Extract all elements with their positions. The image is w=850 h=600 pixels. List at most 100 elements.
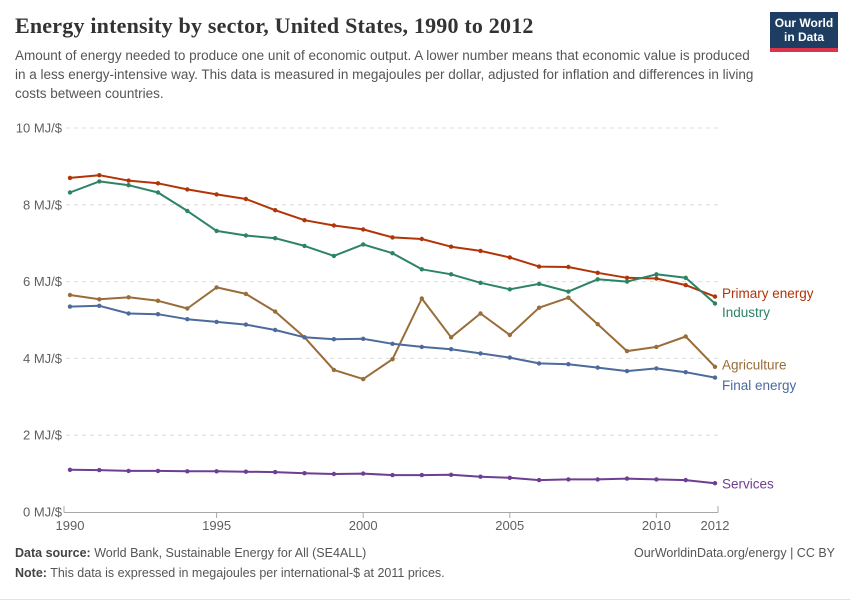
- data-point-final-energy: [126, 311, 131, 316]
- data-point-primary-energy: [566, 264, 571, 270]
- data-point-primary-energy: [214, 192, 219, 197]
- data-point-final-energy: [97, 303, 102, 308]
- data-point-industry: [478, 280, 483, 285]
- data-point-industry: [712, 301, 718, 306]
- data-point-services: [155, 468, 161, 474]
- owid-logo[interactable]: Our World in Data: [770, 12, 838, 52]
- data-point-industry: [331, 253, 337, 259]
- data-point-primary-energy: [302, 218, 307, 223]
- page-title: Energy intensity by sector, United State…: [15, 13, 534, 38]
- data-point-agriculture: [390, 357, 395, 362]
- data-point-agriculture: [67, 292, 73, 298]
- data-point-industry: [97, 179, 102, 184]
- data-point-final-energy: [302, 335, 307, 340]
- data-point-primary-energy: [331, 223, 337, 228]
- data-point-agriculture: [126, 295, 131, 300]
- data-point-primary-energy: [67, 175, 73, 181]
- data-point-services: [536, 477, 542, 483]
- data-point-services: [185, 469, 190, 474]
- data-point-final-energy: [478, 351, 483, 356]
- data-point-services: [478, 474, 483, 479]
- owid-url-link[interactable]: OurWorldinData.org/energy | CC BY: [633, 546, 835, 560]
- x-axis-tick-label: 1990: [56, 518, 85, 533]
- x-axis-tick-label: 2005: [495, 518, 524, 533]
- data-point-industry: [683, 275, 688, 280]
- data-point-industry: [419, 267, 424, 272]
- data-point-final-energy: [654, 366, 659, 371]
- chart-header: Energy intensity by sector, United State…: [0, 0, 850, 103]
- note-value: This data is expressed in megajoules per…: [46, 566, 445, 580]
- data-point-industry: [624, 279, 630, 284]
- data-point-industry: [185, 208, 190, 214]
- data-point-final-energy: [361, 336, 366, 341]
- series-final-energy: Final energy: [67, 303, 797, 393]
- data-point-industry: [273, 236, 278, 241]
- data-point-final-energy: [243, 322, 249, 327]
- data-point-agriculture: [243, 291, 249, 297]
- data-point-primary-energy: [185, 187, 190, 192]
- data-source-label: Data source:: [15, 546, 91, 560]
- data-point-services: [97, 467, 102, 473]
- data-point-agriculture: [361, 376, 366, 382]
- data-point-final-energy: [273, 327, 278, 333]
- data-point-industry: [214, 228, 219, 234]
- data-point-agriculture: [478, 311, 483, 316]
- series-label-final-energy[interactable]: Final energy: [722, 378, 797, 393]
- series-label-services[interactable]: Services: [722, 477, 774, 492]
- data-point-agriculture: [683, 334, 688, 339]
- data-point-services: [595, 477, 600, 482]
- data-point-industry: [126, 183, 131, 188]
- data-point-agriculture: [214, 285, 219, 290]
- data-point-agriculture: [97, 297, 102, 302]
- data-point-services: [712, 481, 718, 486]
- series-label-agriculture[interactable]: Agriculture: [722, 357, 787, 372]
- data-point-final-energy: [214, 319, 219, 325]
- data-point-services: [243, 469, 249, 474]
- data-point-agriculture: [419, 296, 424, 301]
- data-point-final-energy: [331, 337, 337, 342]
- data-point-industry: [155, 190, 161, 195]
- y-axis-tick-label: 10 MJ/$: [16, 121, 63, 136]
- data-point-primary-energy: [683, 282, 688, 288]
- data-point-final-energy: [595, 365, 600, 370]
- data-point-final-energy: [536, 361, 542, 366]
- data-point-final-energy: [712, 375, 718, 380]
- series-industry: Industry: [67, 179, 770, 320]
- series-agriculture: Agriculture: [67, 285, 787, 382]
- data-point-agriculture: [331, 367, 337, 373]
- data-point-primary-energy: [507, 255, 512, 260]
- data-point-primary-energy: [448, 244, 454, 249]
- data-point-primary-energy: [536, 264, 542, 269]
- series-line-industry[interactable]: [69, 180, 716, 305]
- owid-logo-line2: in Data: [783, 30, 824, 44]
- data-point-industry: [595, 277, 600, 282]
- data-point-agriculture: [624, 348, 630, 354]
- series-label-industry[interactable]: Industry: [722, 305, 770, 320]
- data-point-services: [331, 471, 337, 477]
- data-point-services: [419, 472, 424, 478]
- data-point-industry: [654, 272, 659, 277]
- data-point-services: [126, 468, 131, 474]
- series-line-agriculture[interactable]: [69, 286, 716, 381]
- data-point-agriculture: [595, 322, 600, 327]
- data-point-industry: [507, 287, 512, 292]
- data-source-value: World Bank, Sustainable Energy for All (…: [90, 546, 367, 560]
- data-point-primary-energy: [478, 248, 483, 254]
- data-point-primary-energy: [624, 275, 630, 280]
- owid-logo-line1: Our World: [774, 16, 834, 30]
- y-axis-tick-label: 2 MJ/$: [23, 428, 63, 443]
- note-label: Note:: [15, 566, 47, 580]
- data-point-agriculture: [654, 344, 659, 350]
- data-point-final-energy: [566, 362, 571, 367]
- x-axis-tick-label: 2010: [642, 518, 671, 533]
- x-axis-tick-label: 2000: [349, 518, 378, 533]
- data-point-services: [214, 469, 219, 474]
- data-point-agriculture: [566, 295, 571, 300]
- series-label-primary-energy[interactable]: Primary energy: [722, 286, 814, 301]
- data-point-industry: [536, 281, 542, 287]
- data-point-final-energy: [67, 304, 73, 309]
- data-point-services: [390, 472, 395, 478]
- data-point-primary-energy: [97, 173, 102, 178]
- data-point-agriculture: [712, 364, 718, 369]
